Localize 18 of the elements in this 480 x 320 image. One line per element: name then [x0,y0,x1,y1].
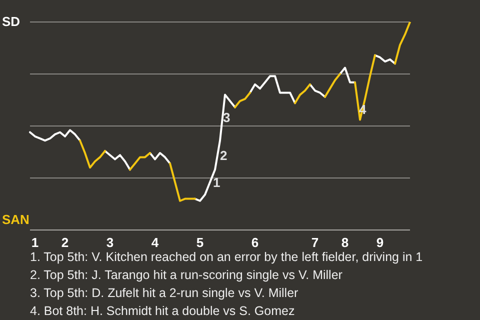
x-tick-label: 1 [31,235,39,250]
annotation: 3 [223,110,230,126]
annotation: 2 [220,148,228,164]
text: 2. Top 5th: J. Tarango hit a run-scoring single vs V. Miller [30,267,344,284]
text: 3. Top 5th: D. Zufelt hit a 2-run single vs V. Miller [30,285,300,302]
text: 1. Top 5th: V. Kitchen reached on an error by the left fielder, driving in 1 [30,249,423,266]
x-tick-label: 7 [311,235,319,250]
x-tick-label: 9 [376,235,384,250]
x-tick-label: 8 [341,235,349,250]
x-tick-label: 5 [196,235,204,250]
text: 4. Bot 8th: H. Schmidt hit a double vs S. Gomez [30,303,296,320]
x-tick-label: 3 [106,235,114,250]
text: SD [2,14,20,30]
annotation: 1 [213,175,220,191]
text: SAN [2,212,30,228]
x-tick-label: 2 [61,235,69,250]
x-tick-label: 6 [251,235,259,250]
x-tick-label: 4 [151,235,160,250]
